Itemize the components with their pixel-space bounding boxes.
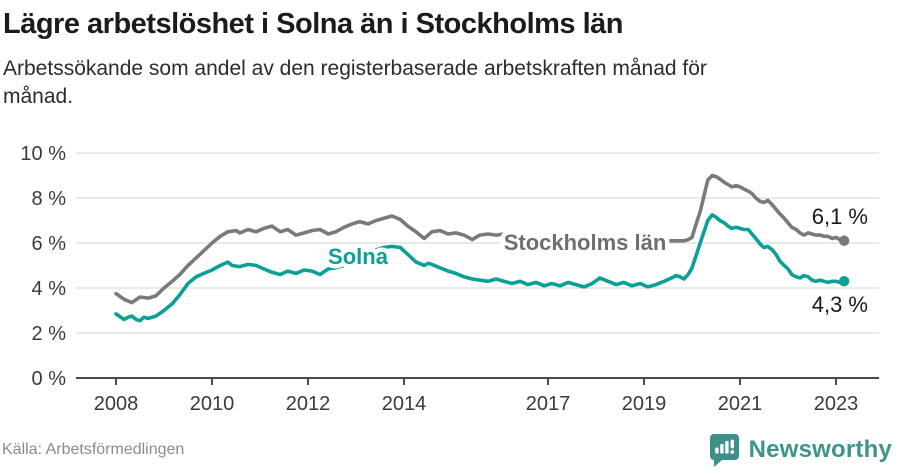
newsworthy-icon xyxy=(709,434,739,467)
end-value-label-solna: 4,3 % xyxy=(812,292,868,317)
line-chart: 0 % 2 % 4 % 6 % 8 % 10 % 2008 2010 2012 2014 2017… xyxy=(20,143,879,415)
series-lines xyxy=(114,173,850,323)
x-axis-label-2019: 2019 xyxy=(622,393,667,415)
y-axis-label-10: 10 % xyxy=(20,143,66,165)
x-axis-label-2021: 2021 xyxy=(718,393,763,415)
chart-subtitle: Arbetssökande som andel av den registerb… xyxy=(3,55,883,111)
x-axis-label-2012: 2012 xyxy=(286,393,331,415)
chart-header: Lägre arbetslöshet i Solna än i Stockhol… xyxy=(3,6,883,111)
y-axis-label-2: 2 % xyxy=(32,323,67,345)
x-axis-label-2008: 2008 xyxy=(94,393,139,415)
series-end-dot-stockholms-lan xyxy=(838,235,850,246)
series-end-dot-solna xyxy=(838,276,850,287)
x-axis-label-2010: 2010 xyxy=(190,393,235,415)
y-axis-label-0: 0 % xyxy=(32,368,67,390)
y-axis-label-8: 8 % xyxy=(32,188,67,210)
y-grid: 0 % 2 % 4 % 6 % 8 % 10 % xyxy=(20,143,879,390)
newsworthy-wordmark: Newsworthy xyxy=(748,436,892,463)
x-axis-label-2023: 2023 xyxy=(814,393,859,415)
series-line-stockholms-lan xyxy=(114,173,847,305)
x-axis-label-2017: 2017 xyxy=(526,393,571,415)
chart-subtitle-line2: månad. xyxy=(3,85,74,109)
series-label-stockholms-lan: Stockholms län xyxy=(504,230,667,255)
y-axis-label-6: 6 % xyxy=(32,233,67,255)
chart-title: Lägre arbetslöshet i Solna än i Stockhol… xyxy=(3,8,624,40)
x-axis-label-2014: 2014 xyxy=(382,393,427,415)
x-axis: 2008 2010 2012 2014 2017 2019 2021 2023 xyxy=(76,377,879,415)
series-label-solna: Solna xyxy=(328,244,389,269)
end-value-label-stockholms-lan: 6,1 % xyxy=(812,204,868,229)
source-note: Källa: Arbetsförmedlingen xyxy=(2,441,185,458)
chart-subtitle-line1: Arbetssökande som andel av den registerb… xyxy=(3,57,707,81)
newsworthy-logo: Newsworthy xyxy=(709,433,892,467)
series-line-solna xyxy=(114,213,847,323)
chart-footer: Källa: Arbetsförmedlingen Newsworthy xyxy=(0,432,900,474)
y-axis-label-4: 4 % xyxy=(32,278,67,300)
